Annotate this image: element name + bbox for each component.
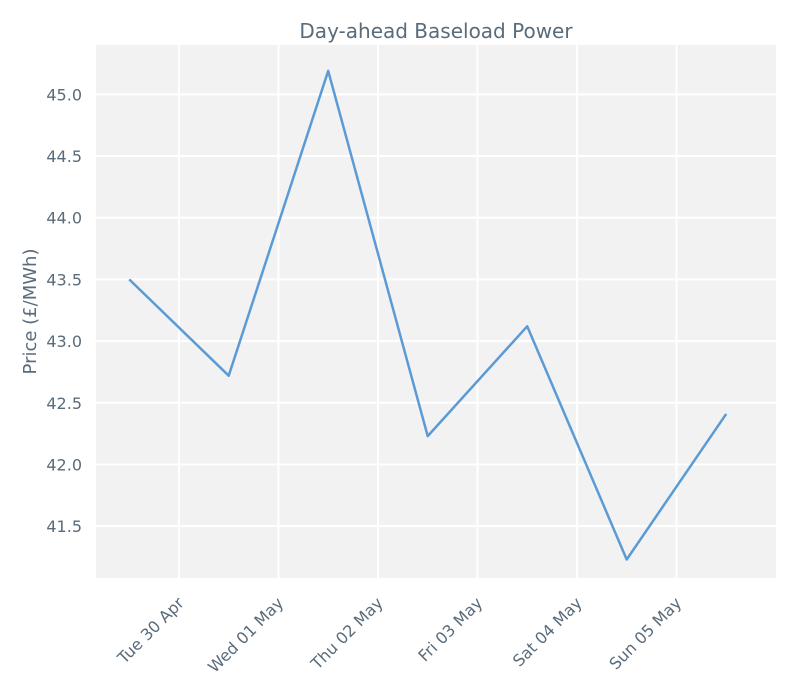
y-gridlines [96,93,776,528]
y-tick-label: 43.0 [46,332,82,351]
x-tick-label: Sun 05 May [605,593,685,673]
x-gridlines [177,45,678,578]
series-line-day-ahead-baseload [128,69,728,561]
y-tick-label: 42.0 [46,455,82,474]
y-tick-labels: 41.5 42.0 42.5 43.0 43.5 44.0 44.5 45.0 [46,85,82,536]
x-tick-labels: Tue 30 Apr Wed 01 May Thu 02 May Fri 03 May… [113,593,685,676]
x-tick-label: Wed 01 May [204,593,287,676]
y-axis-label: Price (£/MWh) [20,249,41,375]
x-tick-label: Tue 30 Apr [113,593,188,668]
x-tick-label: Fri 03 May [414,593,486,665]
x-tick-label: Thu 02 May [306,593,386,673]
y-tick-label: 44.5 [46,147,82,166]
y-tick-label: 42.5 [46,394,82,413]
y-tick-label: 44.0 [46,209,82,228]
plot-area [96,45,776,578]
y-tick-label: 41.5 [46,517,82,536]
y-tick-label: 43.5 [46,270,82,289]
x-tick-label: Sat 04 May [509,593,586,670]
y-tick-label: 45.0 [46,85,82,104]
chart-title: Day-ahead Baseload Power [299,19,573,43]
